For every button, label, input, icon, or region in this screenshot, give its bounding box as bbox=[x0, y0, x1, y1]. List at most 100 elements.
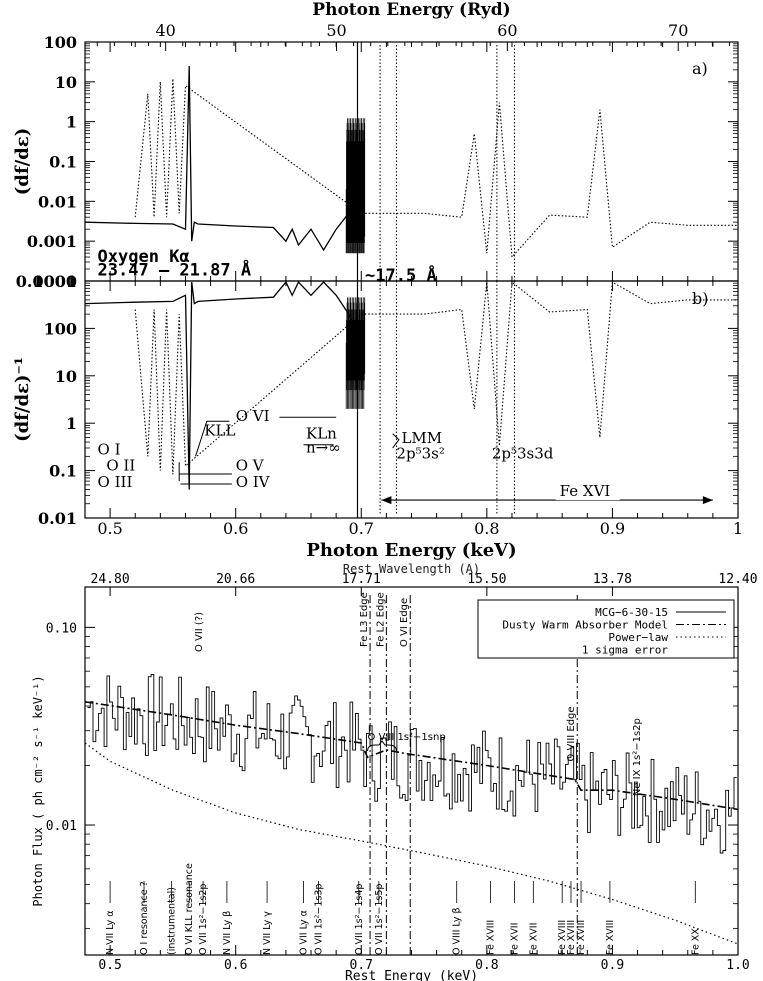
x-tick-label: 0.9 bbox=[600, 519, 625, 538]
label-bg bbox=[555, 482, 620, 501]
y-tick-label: 10 bbox=[55, 367, 77, 386]
line-id-label: Fe XVIII bbox=[557, 920, 568, 955]
line-id-label: O VII 1s²−1s4p bbox=[354, 884, 365, 955]
y-tick-label: 1 bbox=[66, 113, 77, 132]
panel-label: b) bbox=[692, 289, 708, 308]
annotation-text: LMM bbox=[401, 429, 442, 447]
plot-frame bbox=[84, 41, 739, 282]
legend-entry: Power−law bbox=[608, 631, 668, 644]
y-tick-label: 100 bbox=[44, 33, 77, 52]
resonance-forest bbox=[345, 297, 366, 409]
legend-entry: 1 sigma error bbox=[582, 644, 668, 657]
annotation-text: 23.47 – 21.87 Å bbox=[98, 258, 252, 281]
x-tick-label: 0.7 bbox=[350, 958, 373, 973]
series-line-solid bbox=[84, 65, 362, 252]
line-id-label: O VII 1s²−1s5p bbox=[374, 884, 385, 955]
annotation-pointer bbox=[392, 433, 400, 449]
line-id-label: Fe XVIII bbox=[486, 920, 497, 955]
x-tick-label: 1.0 bbox=[726, 958, 749, 973]
x-tick-label: 0.9 bbox=[601, 958, 624, 973]
legend-entry: Dusty Warm Absorber Model bbox=[502, 619, 668, 632]
y-tick-label: 10 bbox=[55, 73, 77, 92]
annotation-text: 2p⁵3s3d bbox=[492, 445, 554, 463]
top-tick-label: 12.40 bbox=[718, 572, 757, 587]
x-tick-label: 0.6 bbox=[224, 958, 247, 973]
arrow-head bbox=[381, 496, 392, 505]
x-axis-label: Photon Energy (keV) bbox=[306, 540, 516, 561]
line-id-label: N VII Ly α bbox=[105, 910, 116, 955]
edge-label: Fe L2 Edge bbox=[375, 592, 386, 647]
observed-spectrum bbox=[87, 673, 737, 854]
top-tick-label: 50 bbox=[326, 21, 346, 40]
resonance-forest bbox=[345, 118, 366, 254]
line-id-label: O I resonance ? bbox=[139, 881, 150, 955]
annotation-text: O IV bbox=[236, 473, 271, 491]
line-id-label: O VIII Ly β bbox=[452, 907, 463, 955]
x-tick-label: 0.7 bbox=[349, 519, 374, 538]
top-axis-label: Rest Wavelength (A) bbox=[343, 562, 480, 576]
annotation-text: KLL bbox=[204, 422, 235, 440]
annotation-text: O VI bbox=[236, 407, 270, 425]
line-id-label: Fe XVIII bbox=[566, 920, 577, 955]
x-tick-label: 0.5 bbox=[98, 958, 121, 973]
annotation-text: O II bbox=[106, 457, 135, 475]
y-tick-label: 0.01 bbox=[38, 192, 77, 211]
y-tick-label: 100 bbox=[44, 319, 77, 338]
y-tick-label: 0.0001 bbox=[16, 272, 77, 291]
top-tick-label: 20.66 bbox=[216, 572, 255, 587]
line-id-label: (instrumental) bbox=[167, 887, 178, 955]
annotation-text: O VIII 1s²−1snp bbox=[368, 732, 446, 743]
y-tick-label: 0.01 bbox=[38, 509, 77, 528]
top-tick-label: 15.50 bbox=[467, 572, 506, 587]
series-brace bbox=[367, 740, 397, 752]
annotation-text: 2p⁵3s² bbox=[396, 445, 444, 463]
plot-frame bbox=[84, 280, 739, 519]
edge-label: O VIII Edge bbox=[566, 706, 577, 761]
arrow-head bbox=[702, 496, 713, 505]
panel-b: 1000 100 10 1 0.1 0.01 0.5 0.6 0.7 0.8 0.9 1 Photon … bbox=[12, 247, 743, 561]
annotation-text: O III bbox=[98, 473, 133, 491]
top-tick-label: 13.78 bbox=[593, 572, 632, 587]
y-axis-label: (df/dε) bbox=[12, 128, 33, 195]
y-tick-label: 1000 bbox=[32, 272, 77, 291]
legend-entry: MCG−6-30-15 bbox=[595, 606, 668, 619]
y-tick-label: 1 bbox=[66, 414, 77, 433]
y-tick-label: 0.01 bbox=[46, 819, 77, 834]
line-id-label: N VII Ly β bbox=[222, 911, 233, 955]
x-tick-label: 0.8 bbox=[474, 519, 499, 538]
panel-a: 100 10 1 0.1 0.01 0.001 0.0001 a) (df/dε) bbox=[12, 33, 739, 291]
line-id-label: Fe XVIII bbox=[605, 920, 616, 955]
top-axis: Photon Energy (Ryd) 40 50 60 70 bbox=[96, 0, 730, 51]
y-axis-label: (df/dε)⁻¹ bbox=[12, 357, 33, 442]
chart-title: Photon Energy (Ryd) bbox=[312, 0, 510, 20]
annotation-text: KLn bbox=[306, 424, 337, 442]
series-line-solid bbox=[84, 280, 362, 490]
line-id-label: Fe XVII bbox=[509, 923, 520, 955]
annotation-pointer bbox=[195, 420, 230, 457]
y-tick-label: 0.001 bbox=[27, 232, 77, 251]
annotation-text: O V bbox=[236, 457, 265, 475]
y-axis-label: Photon Flux ( ph cm⁻² s⁻¹ keV⁻¹) bbox=[31, 675, 45, 906]
line-id-label: O VII 1s²−1s2p bbox=[198, 884, 209, 955]
line-id-label: Fe XVII bbox=[528, 923, 539, 955]
line-id-label: Fe XX bbox=[690, 928, 701, 955]
panel-label: a) bbox=[692, 59, 708, 78]
top-tick-label: 40 bbox=[155, 21, 175, 40]
annotation-text: Oxygen Kα bbox=[98, 247, 190, 267]
annotation-text: n→∞ bbox=[306, 439, 341, 457]
top-tick-label: 24.80 bbox=[91, 572, 130, 587]
line-id-label: Fe XVIII bbox=[576, 920, 587, 955]
series-line-dash-dot bbox=[84, 701, 739, 811]
top-tick-label: 70 bbox=[668, 21, 688, 40]
top-tick-label: 17.71 bbox=[342, 572, 381, 587]
x-tick-label: 0.6 bbox=[223, 519, 248, 538]
x-axis-label: Rest Energy (keV) bbox=[345, 969, 478, 981]
edge-label: Fe L3 Edge bbox=[359, 592, 370, 647]
series-line-dotted bbox=[134, 78, 738, 259]
edge-label: O VI Edge bbox=[399, 598, 410, 647]
y-tick-label: 0.10 bbox=[46, 621, 77, 636]
line-id-label: O VI KLL resonance bbox=[184, 863, 195, 955]
y-tick-label: 0.1 bbox=[49, 153, 77, 172]
